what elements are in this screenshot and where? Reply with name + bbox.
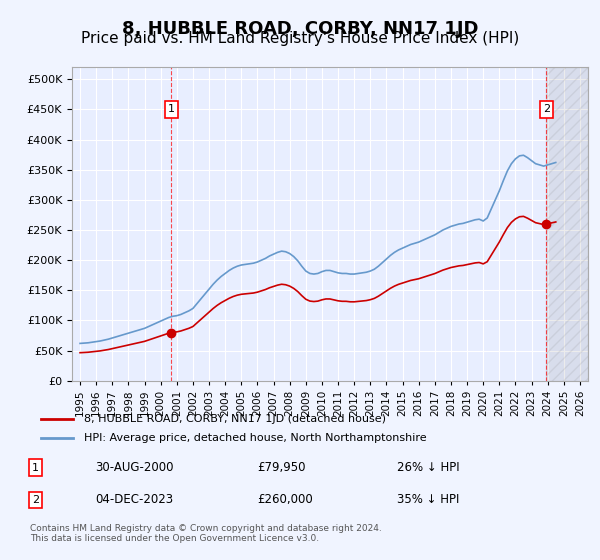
Text: 8, HUBBLE ROAD, CORBY, NN17 1JD (detached house): 8, HUBBLE ROAD, CORBY, NN17 1JD (detache… xyxy=(84,413,386,423)
Text: Contains HM Land Registry data © Crown copyright and database right 2024.
This d: Contains HM Land Registry data © Crown c… xyxy=(30,524,382,543)
Text: 26% ↓ HPI: 26% ↓ HPI xyxy=(397,461,460,474)
Text: 30-AUG-2000: 30-AUG-2000 xyxy=(95,461,173,474)
Text: 8, HUBBLE ROAD, CORBY, NN17 1JD: 8, HUBBLE ROAD, CORBY, NN17 1JD xyxy=(122,20,478,38)
Text: £260,000: £260,000 xyxy=(257,493,313,506)
Text: 2: 2 xyxy=(543,104,550,114)
Text: 2: 2 xyxy=(32,495,39,505)
Text: £79,950: £79,950 xyxy=(257,461,305,474)
Text: 1: 1 xyxy=(168,104,175,114)
Text: 1: 1 xyxy=(32,463,39,473)
Text: 35% ↓ HPI: 35% ↓ HPI xyxy=(397,493,460,506)
Text: Price paid vs. HM Land Registry's House Price Index (HPI): Price paid vs. HM Land Registry's House … xyxy=(81,31,519,46)
Bar xyxy=(547,67,588,381)
Text: 04-DEC-2023: 04-DEC-2023 xyxy=(95,493,173,506)
Text: HPI: Average price, detached house, North Northamptonshire: HPI: Average price, detached house, Nort… xyxy=(84,433,427,444)
